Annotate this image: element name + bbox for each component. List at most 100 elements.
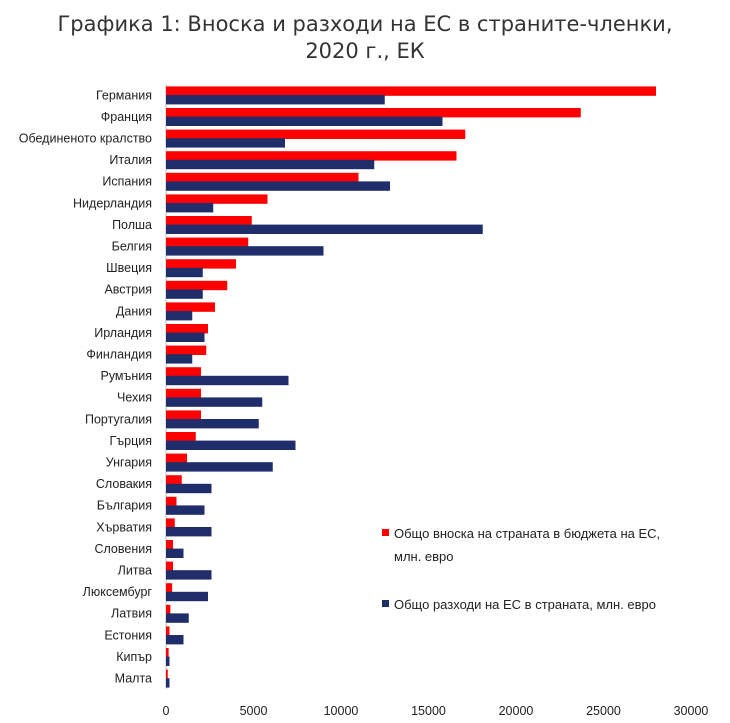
bar-contribution	[166, 496, 177, 507]
bar-expenditure	[166, 397, 263, 407]
bar-contribution	[166, 151, 457, 161]
bar-expenditure	[166, 483, 212, 494]
bar-contribution	[166, 172, 359, 183]
bar-expenditure	[166, 591, 208, 602]
bar-contribution	[166, 475, 182, 485]
category-label: Литва	[118, 564, 152, 578]
bar-contribution	[166, 669, 168, 679]
bar-expenditure	[166, 289, 203, 299]
bar-expenditure	[166, 138, 285, 148]
chart-title: Графика 1: Вноска и разходи на ЕС в стра…	[57, 12, 672, 63]
category-label: Малта	[115, 672, 152, 686]
category-label: Полша	[112, 218, 152, 232]
bar-contribution	[166, 410, 201, 420]
bar-expenditure	[166, 224, 483, 234]
category-label: България	[97, 499, 152, 513]
bar-contribution	[166, 388, 201, 399]
bar-contribution	[166, 540, 173, 550]
category-label: Ирландия	[94, 326, 152, 340]
bar-contribution	[166, 345, 207, 355]
bar-expenditure	[166, 203, 214, 213]
category-label: Белгия	[112, 240, 152, 254]
bar-contribution	[166, 432, 196, 442]
bar-expenditure	[166, 656, 170, 666]
bar-contribution	[166, 367, 201, 377]
x-tick-label: 10000	[324, 704, 359, 718]
bar-expenditure	[166, 332, 205, 342]
category-label: Люксембург	[83, 585, 153, 599]
bar-expenditure	[166, 527, 212, 537]
bar-expenditure	[166, 419, 259, 429]
category-label: Нидерландия	[73, 196, 152, 210]
legend-label: Общо разходи на ЕС в страната, млн. евро	[394, 597, 656, 612]
x-tick-label: 30000	[674, 704, 709, 718]
bar-contribution	[166, 129, 466, 139]
bar-expenditure	[166, 311, 193, 321]
x-tick-label: 25000	[586, 704, 621, 718]
category-label: Обединеното кралство	[19, 132, 152, 146]
legend-swatch-expenditure	[382, 600, 389, 607]
bar-contribution	[166, 648, 169, 658]
bar-expenditure	[166, 95, 385, 105]
category-label: Финландия	[86, 348, 152, 362]
bar-expenditure	[166, 440, 296, 450]
category-label: Дания	[116, 304, 152, 318]
category-label: Италия	[109, 153, 152, 167]
bar-expenditure	[166, 570, 212, 580]
category-label: Хърватия	[96, 520, 152, 534]
category-label: Словакия	[96, 477, 152, 491]
bar-expenditure	[166, 354, 193, 364]
bar-contribution	[166, 561, 173, 571]
bar-expenditure	[166, 159, 375, 170]
x-tick-label: 20000	[499, 704, 534, 718]
bar-expenditure	[166, 181, 390, 191]
category-label: Кипър	[116, 650, 152, 664]
bar-contribution	[166, 259, 236, 269]
bar-contribution	[166, 108, 581, 118]
legend-swatch-contribution	[382, 529, 389, 536]
category-label: Испания	[102, 175, 152, 189]
category-label: Чехия	[117, 391, 152, 405]
legend-label: Общо вноска на страната в бюджета на ЕС,	[394, 526, 660, 541]
legend: Общо вноска на страната в бюджета на ЕС,…	[382, 526, 660, 612]
chart-title-line-2: 2020 г., ЕК	[305, 39, 424, 63]
bar-expenditure	[166, 505, 205, 515]
category-label: Франция	[101, 110, 152, 124]
category-label: Португалия	[85, 412, 152, 426]
bar-expenditure	[166, 462, 273, 472]
bar-contribution	[166, 216, 252, 226]
bar-expenditure	[166, 375, 289, 386]
category-label: Латвия	[111, 607, 152, 621]
bar-contribution	[166, 194, 268, 204]
bar-expenditure	[166, 548, 184, 558]
bar-contribution	[166, 237, 249, 247]
x-tick-label: 0	[163, 704, 170, 718]
bar-contribution	[166, 302, 215, 312]
bar-contribution	[166, 280, 228, 291]
category-label: Австрия	[104, 283, 152, 297]
chart-title-line-1: Графика 1: Вноска и разходи на ЕС в стра…	[57, 12, 672, 36]
plot-area: Германия Франция Обединеното кралство Итали…	[19, 84, 709, 718]
bar-expenditure	[166, 635, 184, 645]
bar-expenditure	[166, 246, 324, 256]
bar-expenditure	[166, 116, 443, 126]
category-label: Германия	[96, 88, 152, 102]
bar-expenditure	[166, 267, 203, 278]
category-label: Унгария	[106, 456, 152, 470]
bar-contribution	[166, 583, 173, 593]
bar-contribution	[166, 324, 208, 334]
category-label: Гърция	[110, 434, 152, 448]
x-tick-label: 15000	[411, 704, 446, 718]
bar-contribution	[166, 604, 171, 615]
category-label: Румъния	[100, 369, 152, 383]
bar-expenditure	[166, 613, 189, 623]
category-label: Естония	[104, 628, 152, 642]
category-label: Словения	[94, 542, 152, 556]
bar-contribution	[166, 626, 170, 636]
legend-label: млн. евро	[394, 549, 454, 564]
category-label: Швеция	[106, 261, 152, 275]
bar-contribution	[166, 86, 656, 96]
bar-contribution	[166, 453, 187, 463]
bar-expenditure	[166, 678, 170, 688]
